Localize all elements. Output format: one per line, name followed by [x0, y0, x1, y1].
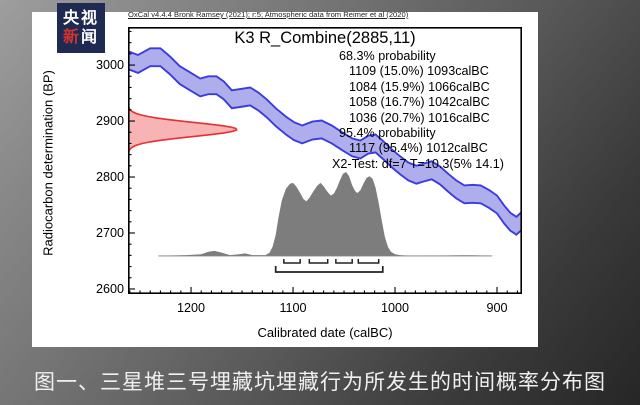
y-tick-label: 3000	[95, 58, 124, 73]
range-95-bracket	[274, 266, 384, 273]
range-68-bracket	[357, 259, 380, 264]
stats-line: 68.3% probability	[339, 49, 436, 63]
calibration-plot	[128, 27, 522, 294]
y-tick-label: 2800	[95, 170, 124, 184]
y-axis-label: Radiocarbon determination (BP)	[40, 70, 56, 256]
stats-line: 1084 (15.9%) 1066calBC	[349, 79, 490, 94]
x-axis-label: Calibrated date (calBC)	[257, 325, 393, 340]
stats-line: 95.4% probability	[339, 126, 436, 141]
logo-row2: 新闻	[63, 28, 99, 47]
plot-border	[128, 27, 522, 294]
cctv-news-logo: 央视 新闻	[57, 3, 105, 53]
stats-line: X2-Test: df=7 T=10.3(5% 14.1)	[332, 156, 504, 171]
probability-stats-block: 68.3% probability 1109 (15.0%) 1093calBC 1…	[332, 49, 504, 172]
r-date-gaussian	[128, 105, 238, 155]
range-68-bracket	[283, 259, 301, 264]
stats-line: 1117 (95.4%) 1012calBC	[349, 141, 488, 156]
logo-char-xin: 新	[62, 29, 81, 46]
calibration-band-bottom-edge	[128, 65, 522, 236]
oxcal-credit-line: OxCal v4.4.4 Bronk Ramsey (2021); r:5; A…	[128, 10, 409, 19]
stats-line: 1058 (16.7%) 1042calBC	[349, 95, 490, 110]
stats-line: 1036 (20.7%) 1016calBC	[349, 110, 490, 125]
figure-caption: 图一、三星堆三号埋藏坑埋藏行为所发生的时间概率分布图	[34, 371, 606, 394]
logo-row1: 央视	[62, 10, 99, 27]
range-68-bracket	[335, 259, 353, 264]
y-tick-label: 2600	[95, 281, 124, 296]
x-tick-label: 1200	[177, 301, 206, 315]
x-tick-label: 1000	[381, 301, 410, 315]
y-tick-label: 2700	[95, 225, 124, 240]
plot-title: K3 R_Combine(2885,11)	[234, 29, 416, 47]
logo-char-wen: 闻	[81, 29, 100, 46]
y-tick-label: 2900	[95, 114, 124, 129]
calibrated-distribution	[160, 172, 497, 256]
x-tick-label: 1100	[279, 301, 307, 315]
calibration-band-fill	[128, 48, 522, 235]
stats-line: 1109 (15.0%) 1093calBC	[349, 64, 489, 79]
range-68-bracket	[308, 259, 329, 264]
calibration-band-top-edge	[128, 47, 522, 219]
x-tick-label: 900	[486, 301, 508, 315]
